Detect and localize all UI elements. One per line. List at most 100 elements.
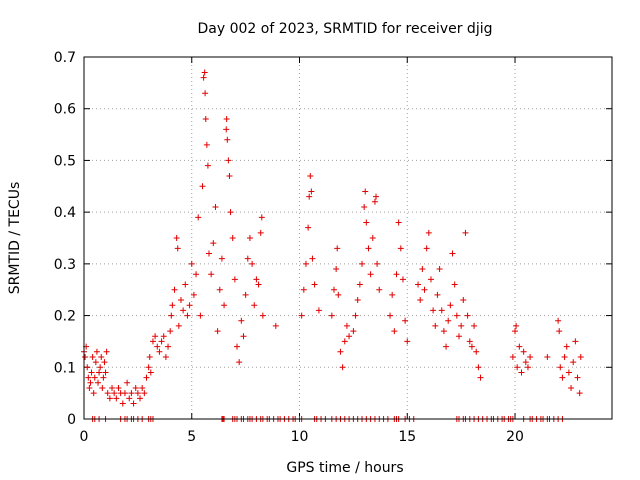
data-point <box>315 307 322 314</box>
data-point <box>197 312 204 319</box>
data-point <box>520 348 527 355</box>
data-point <box>244 255 251 262</box>
data-point <box>240 333 247 340</box>
data-point <box>330 286 337 293</box>
data-point <box>419 266 426 273</box>
data-point <box>115 384 122 391</box>
data-point <box>402 317 409 324</box>
data-point <box>527 353 534 360</box>
y-tick-label: 0.7 <box>54 50 76 66</box>
data-point <box>341 338 348 345</box>
data-point <box>397 245 404 252</box>
data-point <box>513 322 520 329</box>
data-point <box>306 193 313 200</box>
data-point <box>174 245 181 252</box>
data-point <box>451 281 458 288</box>
data-point <box>468 343 475 350</box>
data-point <box>570 359 577 366</box>
data-point <box>561 353 568 360</box>
data-point <box>188 260 195 267</box>
data-point <box>242 291 249 298</box>
data-point <box>93 348 100 355</box>
data-point <box>359 260 366 267</box>
data-point <box>88 369 95 376</box>
data-point <box>568 384 575 391</box>
data-point <box>141 390 148 397</box>
data-point <box>445 317 452 324</box>
data-point <box>231 276 238 283</box>
data-point <box>160 333 167 340</box>
data-point <box>229 235 236 241</box>
data-point <box>199 183 206 190</box>
data-point <box>300 286 307 293</box>
data-point <box>352 312 359 319</box>
grid-lines <box>84 57 612 419</box>
data-point <box>226 172 233 179</box>
data-point <box>86 384 93 391</box>
x-tick-label: 0 <box>80 429 89 445</box>
data-point <box>473 348 480 355</box>
data-point <box>186 302 193 309</box>
data-point <box>212 203 219 210</box>
data-point <box>574 374 581 381</box>
data-point <box>334 245 341 252</box>
data-point <box>225 157 232 164</box>
data-point <box>190 291 197 298</box>
data-point <box>376 286 383 293</box>
data-point <box>100 374 107 381</box>
data-point <box>184 312 191 319</box>
data-point <box>234 343 241 350</box>
data-point <box>111 390 118 397</box>
data-point <box>477 374 484 381</box>
data-point <box>214 328 221 335</box>
data-point <box>512 328 519 335</box>
data-point <box>91 374 98 381</box>
data-point <box>309 255 316 262</box>
data-point <box>180 307 187 314</box>
data-point <box>89 353 96 360</box>
data-point <box>193 271 200 278</box>
data-point <box>361 203 368 210</box>
data-point <box>145 364 152 371</box>
data-point <box>335 291 342 298</box>
data-point <box>227 209 234 216</box>
data-point <box>95 379 102 386</box>
data-point <box>203 141 210 148</box>
data-point <box>577 353 584 360</box>
data-point <box>182 281 189 288</box>
data-point <box>346 333 353 340</box>
data-point <box>565 369 572 376</box>
data-point <box>354 297 361 304</box>
data-point <box>350 328 357 335</box>
data-point <box>96 369 103 376</box>
data-point <box>257 229 264 236</box>
data-point <box>101 359 108 366</box>
data-point <box>173 235 180 241</box>
data-point <box>121 390 128 397</box>
data-point <box>154 343 161 350</box>
data-point <box>464 312 471 319</box>
data-point <box>415 281 422 288</box>
data-point <box>421 286 428 293</box>
x-axis-label: GPS time / hours <box>286 460 403 476</box>
data-point <box>208 271 215 278</box>
data-point <box>449 250 456 257</box>
data-point <box>333 266 340 273</box>
x-tick-label: 10 <box>291 429 309 445</box>
data-point <box>328 312 335 319</box>
data-point <box>251 302 258 309</box>
data-point <box>149 338 156 345</box>
y-tick-label: 0 <box>67 412 76 428</box>
x-axis-ticks: 0 5 10 15 20 <box>80 57 524 445</box>
data-point <box>109 384 116 391</box>
data-point <box>168 312 175 319</box>
data-point <box>152 333 159 340</box>
data-point <box>373 193 380 200</box>
data-point <box>471 322 478 329</box>
y-tick-label: 0.6 <box>54 102 76 118</box>
data-point <box>224 136 231 143</box>
data-point <box>460 297 467 304</box>
data-point <box>137 395 144 402</box>
data-point <box>103 348 110 355</box>
data-point <box>167 328 174 335</box>
